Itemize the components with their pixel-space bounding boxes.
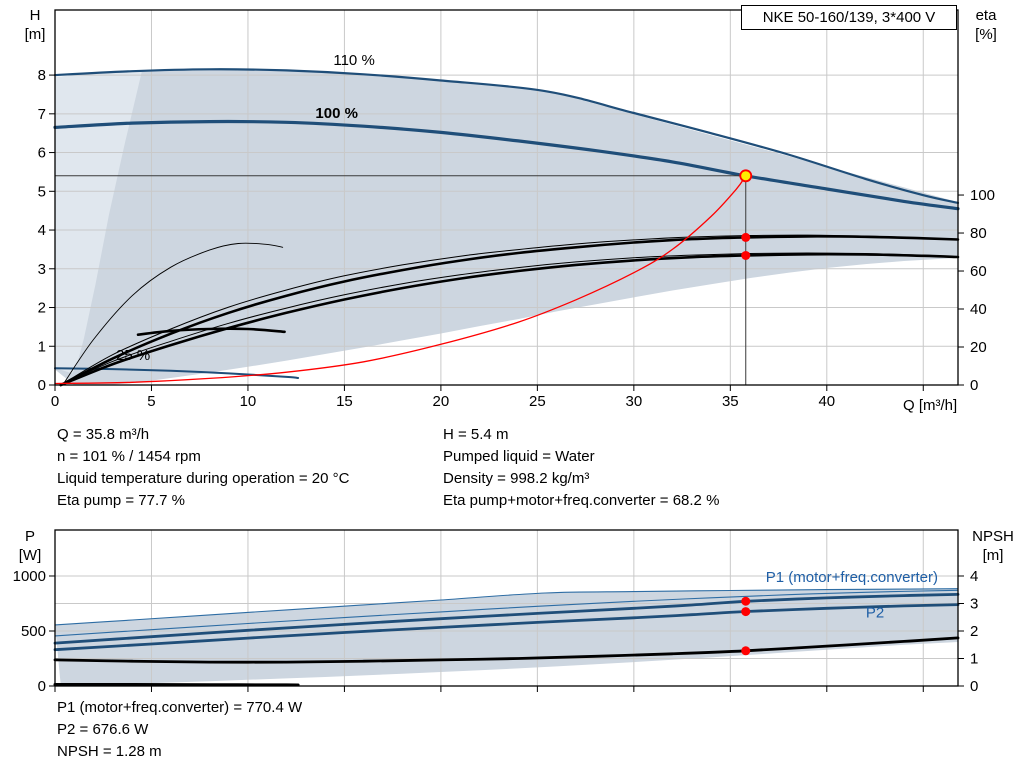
- info-line-density: Density = 998.2 kg/m³: [443, 470, 590, 487]
- left-tick-label: 0: [38, 377, 46, 394]
- duty-point-marker[interactable]: [739, 169, 753, 183]
- axes: 0 500 1000 0 1 2 3 4 P [W] NPSH [m]: [13, 528, 1014, 695]
- info-line-p2: P2 = 676.6 W: [57, 721, 149, 738]
- duty-red-dot: [741, 250, 751, 260]
- hq-eta-chart: 110 %100 %25 %0 5 10 15 20 25 30 35 400123456780…: [25, 7, 998, 414]
- x-tick-label: 30: [626, 393, 643, 410]
- eta-total-curve: [59, 252, 960, 387]
- right-axis-label: NPSH: [972, 528, 1014, 545]
- info-line-p1: P1 (motor+freq.converter) = 770.4 W: [57, 699, 303, 716]
- speed-curve-100: [53, 119, 960, 211]
- x-tick-label: 15: [336, 393, 353, 410]
- duty-info-right-column: H = 5.4 m Pumped liquid = Water Density …: [443, 424, 719, 512]
- right-axis-label: [m]: [983, 547, 1004, 564]
- x-tick-label: 5: [147, 393, 155, 410]
- p1-max-band: [54, 588, 959, 626]
- right-tick-label: 100: [970, 187, 995, 204]
- low-flow-region: [55, 71, 142, 374]
- eta-pump-curve: [59, 235, 960, 387]
- eta-total-25-curve: [136, 327, 286, 336]
- left-tick-label: 1: [38, 338, 46, 355]
- info-line-speed: n = 101 % / 1454 rpm: [57, 448, 201, 465]
- power-npsh-chart: P1 (motor+freq.converter) P2 0 500 1000 0 1 2 3 4…: [13, 528, 1014, 695]
- p2-curve: [53, 603, 960, 652]
- info-line-eta-total: Eta pump+motor+freq.converter = 68.2 %: [443, 492, 720, 509]
- right-tick-label: 4: [970, 568, 978, 585]
- info-line-head: H = 5.4 m: [443, 426, 509, 443]
- axes: 0 5 10 15 20 25 30 35 40012345678020406080100H[m…: [25, 7, 998, 414]
- right-tick-label: 60: [970, 263, 987, 280]
- left-axis-label: [W]: [19, 547, 42, 564]
- npsh-curve: [53, 636, 960, 664]
- right-tick-label: 0: [970, 377, 978, 394]
- curve-label: P2: [866, 604, 884, 621]
- right-axis-label: eta: [976, 7, 998, 24]
- speed-curve-25: [54, 367, 300, 379]
- left-axis-label: [m]: [25, 26, 46, 43]
- x-tick-label: 0: [51, 393, 59, 410]
- right-tick-label: 20: [970, 339, 987, 356]
- left-tick-label: 6: [38, 145, 46, 162]
- left-tick-label: 1000: [13, 568, 46, 585]
- right-tick-label: 80: [970, 225, 987, 242]
- left-tick-label: 5: [38, 183, 46, 200]
- right-tick-label: 2: [970, 623, 978, 640]
- info-line-temperature: Liquid temperature during operation = 20…: [57, 470, 350, 487]
- left-tick-label: 2: [38, 300, 46, 317]
- left-axis-label: H: [30, 7, 41, 24]
- x-tick-label: 40: [818, 393, 835, 410]
- p1-upper-band: [54, 589, 959, 637]
- speed-curve-110: [53, 68, 960, 204]
- left-tick-label: 4: [38, 222, 46, 239]
- right-tick-label: 0: [970, 678, 978, 695]
- left-tick-label: 500: [21, 623, 46, 640]
- info-line-eta-pump: Eta pump = 77.7 %: [57, 492, 185, 509]
- left-tick-label: 0: [38, 678, 46, 695]
- curve-label: P1 (motor+freq.converter): [766, 569, 938, 586]
- x-tick-label: 35: [722, 393, 739, 410]
- system-curve: [54, 175, 747, 385]
- x-tick-label: 20: [433, 393, 450, 410]
- plot-frame: [54, 529, 959, 687]
- eta-pump-band: [60, 234, 959, 386]
- duty-red-dot: [741, 232, 751, 242]
- duty-info-left-column: Q = 35.8 m³/h n = 101 % / 1454 rpm Liqui…: [57, 424, 349, 512]
- duty-red-dot: [741, 646, 751, 656]
- duty-red-dot: [741, 607, 751, 617]
- pump-type-title: NKE 50-160/139, 3*400 V: [741, 5, 957, 30]
- right-tick-label: 3: [970, 595, 978, 612]
- duty-red-dot: [741, 596, 751, 606]
- curve-label: 100 %: [315, 105, 358, 122]
- power-info-column: P1 (motor+freq.converter) = 770.4 W P2 =…: [57, 697, 302, 763]
- left-tick-label: 7: [38, 106, 46, 123]
- right-axis-label: [%]: [975, 26, 997, 43]
- x-tick-label: 25: [529, 393, 546, 410]
- curve-label: 25 %: [116, 347, 150, 364]
- left-tick-label: 3: [38, 261, 46, 278]
- right-tick-label: 1: [970, 650, 978, 667]
- info-line-q: Q = 35.8 m³/h: [57, 426, 150, 443]
- plot-frame: [54, 9, 959, 386]
- curve-label: 110 %: [333, 52, 374, 69]
- x-axis-label: Q [m³/h]: [903, 397, 957, 414]
- right-tick-label: 40: [970, 301, 987, 318]
- info-line-npsh: NPSH = 1.28 m: [57, 743, 162, 760]
- info-line-liquid: Pumped liquid = Water: [443, 448, 595, 465]
- p1-curve: [53, 593, 960, 645]
- left-axis-label: P: [25, 528, 35, 545]
- x-tick-label: 10: [240, 393, 257, 410]
- left-tick-label: 8: [38, 67, 46, 84]
- operating-envelope: [55, 69, 958, 385]
- eta-pump-25-curve: [62, 242, 284, 386]
- p-25-curve: [53, 682, 300, 687]
